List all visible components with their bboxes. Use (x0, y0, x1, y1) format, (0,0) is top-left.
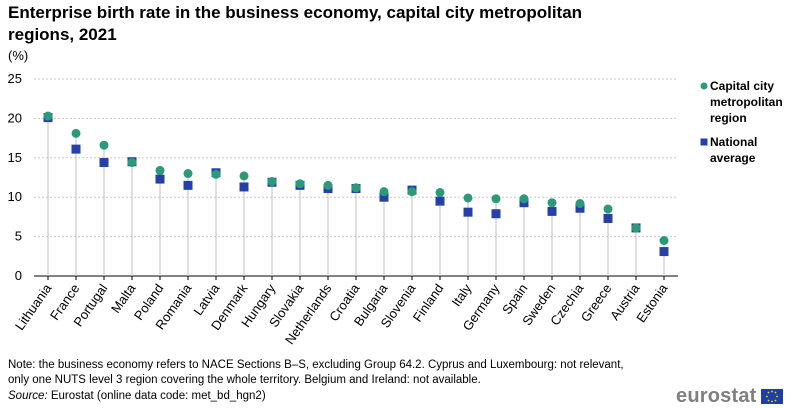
capital-region-marker (211, 169, 221, 179)
legend: Capital city metropolitan region Nationa… (700, 78, 800, 174)
legend-item-capital: Capital city metropolitan region (700, 78, 800, 126)
y-axis-unit: (%) (8, 48, 29, 63)
dot-plot-chart: 0510152025LithuaniaFrancePortugalMaltaPo… (8, 71, 678, 347)
national-average-marker (659, 247, 669, 257)
national-average-marker (463, 207, 473, 217)
capital-region-marker (435, 187, 445, 197)
national-average-marker (491, 209, 501, 219)
chart-title: Enterprise birth rate in the business ec… (8, 3, 583, 44)
capital-region-marker (183, 169, 193, 179)
legend-label-capital: Capital city metropolitan region (710, 79, 783, 125)
legend-square-marker (700, 138, 708, 146)
capital-region-marker (491, 194, 501, 204)
capital-region-marker (239, 171, 249, 181)
national-average-marker (575, 203, 585, 213)
legend-label-national: National average (710, 135, 758, 165)
capital-region-marker (603, 204, 613, 214)
eurostat-logo: eurostat (676, 385, 783, 408)
national-average-marker (435, 196, 445, 206)
capital-region-marker (659, 236, 669, 246)
capital-region-marker (155, 165, 165, 175)
x-tick-label: Estonia (633, 280, 671, 325)
brand-wordmark: eurostat (676, 385, 757, 407)
national-average-marker (155, 174, 165, 184)
capital-region-marker (99, 140, 109, 150)
y-tick-label: 20 (8, 110, 22, 125)
capital-region-marker (575, 199, 585, 209)
national-average-marker (379, 192, 389, 202)
source-label: Source: (8, 390, 48, 402)
capital-region-marker (267, 176, 277, 186)
legend-item-national: National average (700, 134, 800, 166)
x-tick-label: Lithuania (12, 280, 55, 332)
y-tick-label: 25 (8, 71, 22, 86)
national-average-marker (99, 158, 109, 168)
capital-region-marker (71, 128, 81, 138)
capital-region-marker (407, 187, 417, 197)
capital-region-marker (127, 158, 137, 168)
national-average-marker (547, 206, 557, 216)
source-text: Eurostat (online data code: met_bd_hgn2) (50, 390, 266, 402)
eu-flag-icon (760, 389, 783, 404)
y-tick-label: 0 (15, 268, 22, 283)
x-tick-label: Italy (448, 281, 474, 310)
y-tick-label: 5 (15, 229, 22, 244)
capital-region-marker (379, 187, 389, 197)
national-average-marker (71, 144, 81, 154)
legend-circle-marker (700, 82, 708, 90)
source-line: Source: Eurostat (online data code: met_… (8, 390, 266, 402)
capital-region-marker (631, 223, 641, 233)
capital-region-marker (463, 193, 473, 203)
national-average-marker (239, 182, 249, 192)
national-average-marker (603, 213, 613, 223)
y-tick-label: 10 (8, 189, 22, 204)
national-average-marker (183, 180, 193, 190)
capital-region-marker (351, 183, 361, 193)
footnote: Note: the business economy refers to NAC… (8, 359, 624, 386)
capital-region-marker (43, 111, 53, 121)
capital-region-marker (323, 180, 333, 190)
capital-region-marker (295, 179, 305, 189)
y-tick-label: 15 (8, 150, 22, 165)
capital-region-marker (547, 198, 557, 208)
capital-region-marker (519, 194, 529, 204)
